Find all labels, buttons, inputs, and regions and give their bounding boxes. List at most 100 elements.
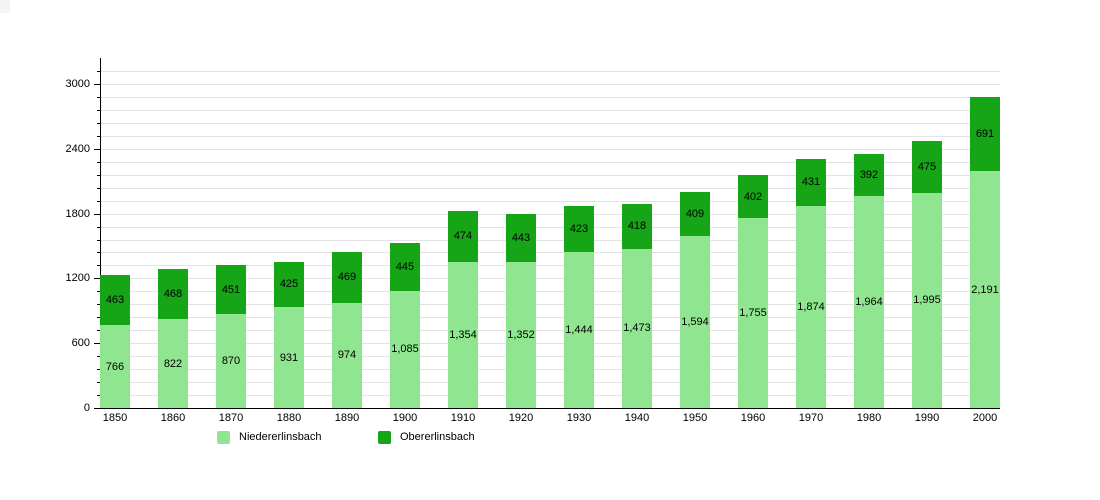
bar-segment-obererlinsbach: 475 bbox=[912, 141, 942, 193]
x-axis-label: 1880 bbox=[276, 412, 302, 424]
y-axis-tick bbox=[97, 226, 100, 228]
y-axis-tick bbox=[97, 317, 100, 319]
bar-segment-niedererlinsbach: 1,444 bbox=[564, 252, 594, 408]
bar-segment-obererlinsbach: 409 bbox=[680, 191, 710, 236]
x-axis-label: 1940 bbox=[624, 412, 650, 424]
y-axis-tick bbox=[97, 174, 100, 176]
bar-segment-niedererlinsbach: 1,964 bbox=[854, 195, 884, 408]
bar-segment-obererlinsbach: 402 bbox=[738, 175, 768, 219]
gridline bbox=[100, 356, 1000, 358]
x-axis-label: 1970 bbox=[798, 412, 824, 424]
y-axis-label: 0 bbox=[83, 402, 90, 414]
gridline bbox=[100, 239, 1000, 241]
y-axis-tick bbox=[94, 148, 100, 150]
gridline bbox=[100, 330, 1000, 332]
bar-value-label: 974 bbox=[337, 349, 357, 362]
x-axis-label: 1930 bbox=[566, 412, 592, 424]
y-axis-tick bbox=[97, 265, 100, 267]
y-axis-tick bbox=[97, 356, 100, 358]
gridline bbox=[100, 343, 1000, 345]
bar-segment-obererlinsbach: 691 bbox=[970, 96, 1000, 172]
gridline bbox=[100, 161, 1000, 163]
y-axis-tick bbox=[97, 304, 100, 306]
x-axis-label: 1890 bbox=[334, 412, 360, 424]
bar-value-label: 1,594 bbox=[681, 315, 709, 328]
bar-segment-niedererlinsbach: 822 bbox=[158, 319, 188, 408]
y-axis-tick bbox=[97, 109, 100, 111]
bar-value-label: 1,874 bbox=[797, 300, 825, 313]
legend-swatch-niedererlinsbach bbox=[217, 431, 230, 444]
y-axis-tick bbox=[97, 135, 100, 137]
bar-segment-niedererlinsbach: 974 bbox=[332, 302, 362, 408]
gridline bbox=[100, 265, 1000, 267]
y-axis-tick bbox=[97, 187, 100, 189]
bar-value-label: 474 bbox=[453, 230, 473, 243]
x-axis-label: 2000 bbox=[972, 412, 998, 424]
bar-value-label: 1,755 bbox=[739, 307, 767, 320]
bar-segment-obererlinsbach: 443 bbox=[506, 214, 536, 262]
bar-segment-niedererlinsbach: 1,874 bbox=[796, 205, 826, 408]
bar-segment-obererlinsbach: 431 bbox=[796, 159, 826, 206]
y-axis-label: 2400 bbox=[65, 142, 90, 155]
bar-value-label: 691 bbox=[975, 128, 995, 141]
gridline bbox=[100, 369, 1000, 371]
bar-value-label: 418 bbox=[627, 220, 647, 233]
bar-value-label: 870 bbox=[221, 355, 241, 367]
y-axis-tick bbox=[97, 330, 100, 332]
gridline bbox=[100, 226, 1000, 228]
x-axis-label: 1850 bbox=[102, 412, 128, 424]
bar-segment-niedererlinsbach: 1,755 bbox=[738, 218, 768, 408]
gridline bbox=[100, 317, 1000, 319]
bar-segment-niedererlinsbach: 1,352 bbox=[506, 261, 536, 408]
bar-segment-obererlinsbach: 445 bbox=[390, 242, 420, 291]
bar-segment-obererlinsbach: 463 bbox=[100, 275, 130, 326]
bar-segment-obererlinsbach: 418 bbox=[622, 203, 652, 249]
y-axis-tick bbox=[97, 200, 100, 202]
gridline bbox=[100, 200, 1000, 202]
legend-swatch-obererlinsbach bbox=[378, 431, 391, 444]
bar-value-label: 822 bbox=[163, 357, 183, 370]
bar-value-label: 402 bbox=[743, 190, 763, 203]
gridline bbox=[100, 187, 1000, 189]
legend-label-obererlinsbach: Obererlinsbach bbox=[400, 431, 475, 443]
gridline bbox=[100, 71, 1000, 73]
bar-segment-obererlinsbach: 474 bbox=[448, 210, 478, 262]
y-axis-tick bbox=[94, 278, 100, 280]
bar-segment-niedererlinsbach: 1,594 bbox=[680, 235, 710, 408]
y-axis-tick bbox=[97, 252, 100, 254]
bar-segment-niedererlinsbach: 1,473 bbox=[622, 248, 652, 408]
bar-value-label: 423 bbox=[569, 223, 589, 236]
bar-value-label: 443 bbox=[511, 232, 531, 245]
bar-value-label: 1,085 bbox=[391, 343, 419, 356]
y-axis-tick bbox=[97, 122, 100, 124]
bar-value-label: 1,352 bbox=[507, 328, 535, 341]
bar-value-label: 1,354 bbox=[449, 328, 477, 341]
bar-value-label: 1,444 bbox=[565, 324, 593, 337]
x-axis-line bbox=[100, 408, 1000, 409]
gridline bbox=[100, 122, 1000, 124]
bar-segment-niedererlinsbach: 1,085 bbox=[390, 290, 420, 408]
bar-segment-obererlinsbach: 468 bbox=[158, 268, 188, 320]
x-axis-label: 1980 bbox=[856, 412, 882, 424]
x-axis-label: 1860 bbox=[160, 412, 186, 424]
gridline bbox=[100, 135, 1000, 137]
y-axis-tick bbox=[97, 71, 100, 73]
bar-value-label: 463 bbox=[105, 294, 125, 307]
y-axis-tick bbox=[97, 369, 100, 371]
x-axis-label: 1990 bbox=[914, 412, 940, 424]
gridline bbox=[100, 291, 1000, 293]
y-axis-tick bbox=[97, 161, 100, 163]
bar-segment-obererlinsbach: 469 bbox=[332, 252, 362, 303]
bar-value-label: 931 bbox=[279, 351, 299, 364]
gridline bbox=[100, 304, 1000, 306]
bar-value-label: 1,995 bbox=[913, 294, 941, 307]
bar-segment-niedererlinsbach: 766 bbox=[100, 325, 130, 408]
gridline bbox=[100, 174, 1000, 176]
legend-label-niedererlinsbach: Niedererlinsbach bbox=[239, 431, 322, 443]
y-axis-tick bbox=[97, 239, 100, 241]
bar-value-label: 409 bbox=[685, 207, 705, 220]
bar-segment-obererlinsbach: 425 bbox=[274, 261, 304, 308]
y-axis-label: 1800 bbox=[65, 207, 90, 220]
corner-artifact bbox=[0, 0, 10, 13]
